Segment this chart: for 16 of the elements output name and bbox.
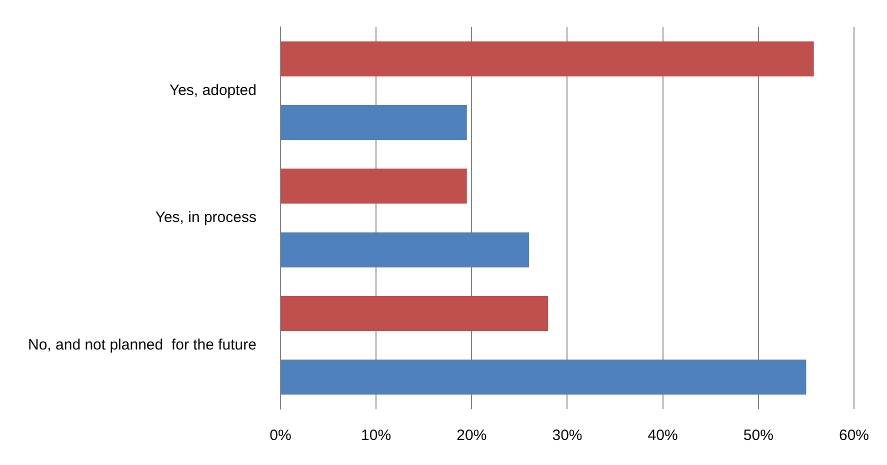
bar — [280, 104, 467, 140]
x-tick-label: 30% — [552, 427, 582, 444]
bar — [280, 360, 806, 395]
x-tick-label: 50% — [743, 427, 774, 444]
x-tick-label: 60% — [838, 427, 870, 444]
x-tick-label: 40% — [648, 427, 678, 444]
x-tick-label: 20% — [456, 427, 487, 444]
bar — [280, 41, 814, 76]
y-tick-label: Yes, adopted — [169, 82, 256, 99]
x-tick-label: 10% — [361, 427, 392, 444]
y-tick-label: No, and not planned for the future — [28, 336, 256, 354]
bar — [280, 232, 530, 268]
bar — [280, 168, 467, 204]
x-tick-label: 0% — [270, 427, 292, 444]
bar — [280, 296, 548, 332]
y-tick-label: Yes, in process — [155, 209, 256, 226]
